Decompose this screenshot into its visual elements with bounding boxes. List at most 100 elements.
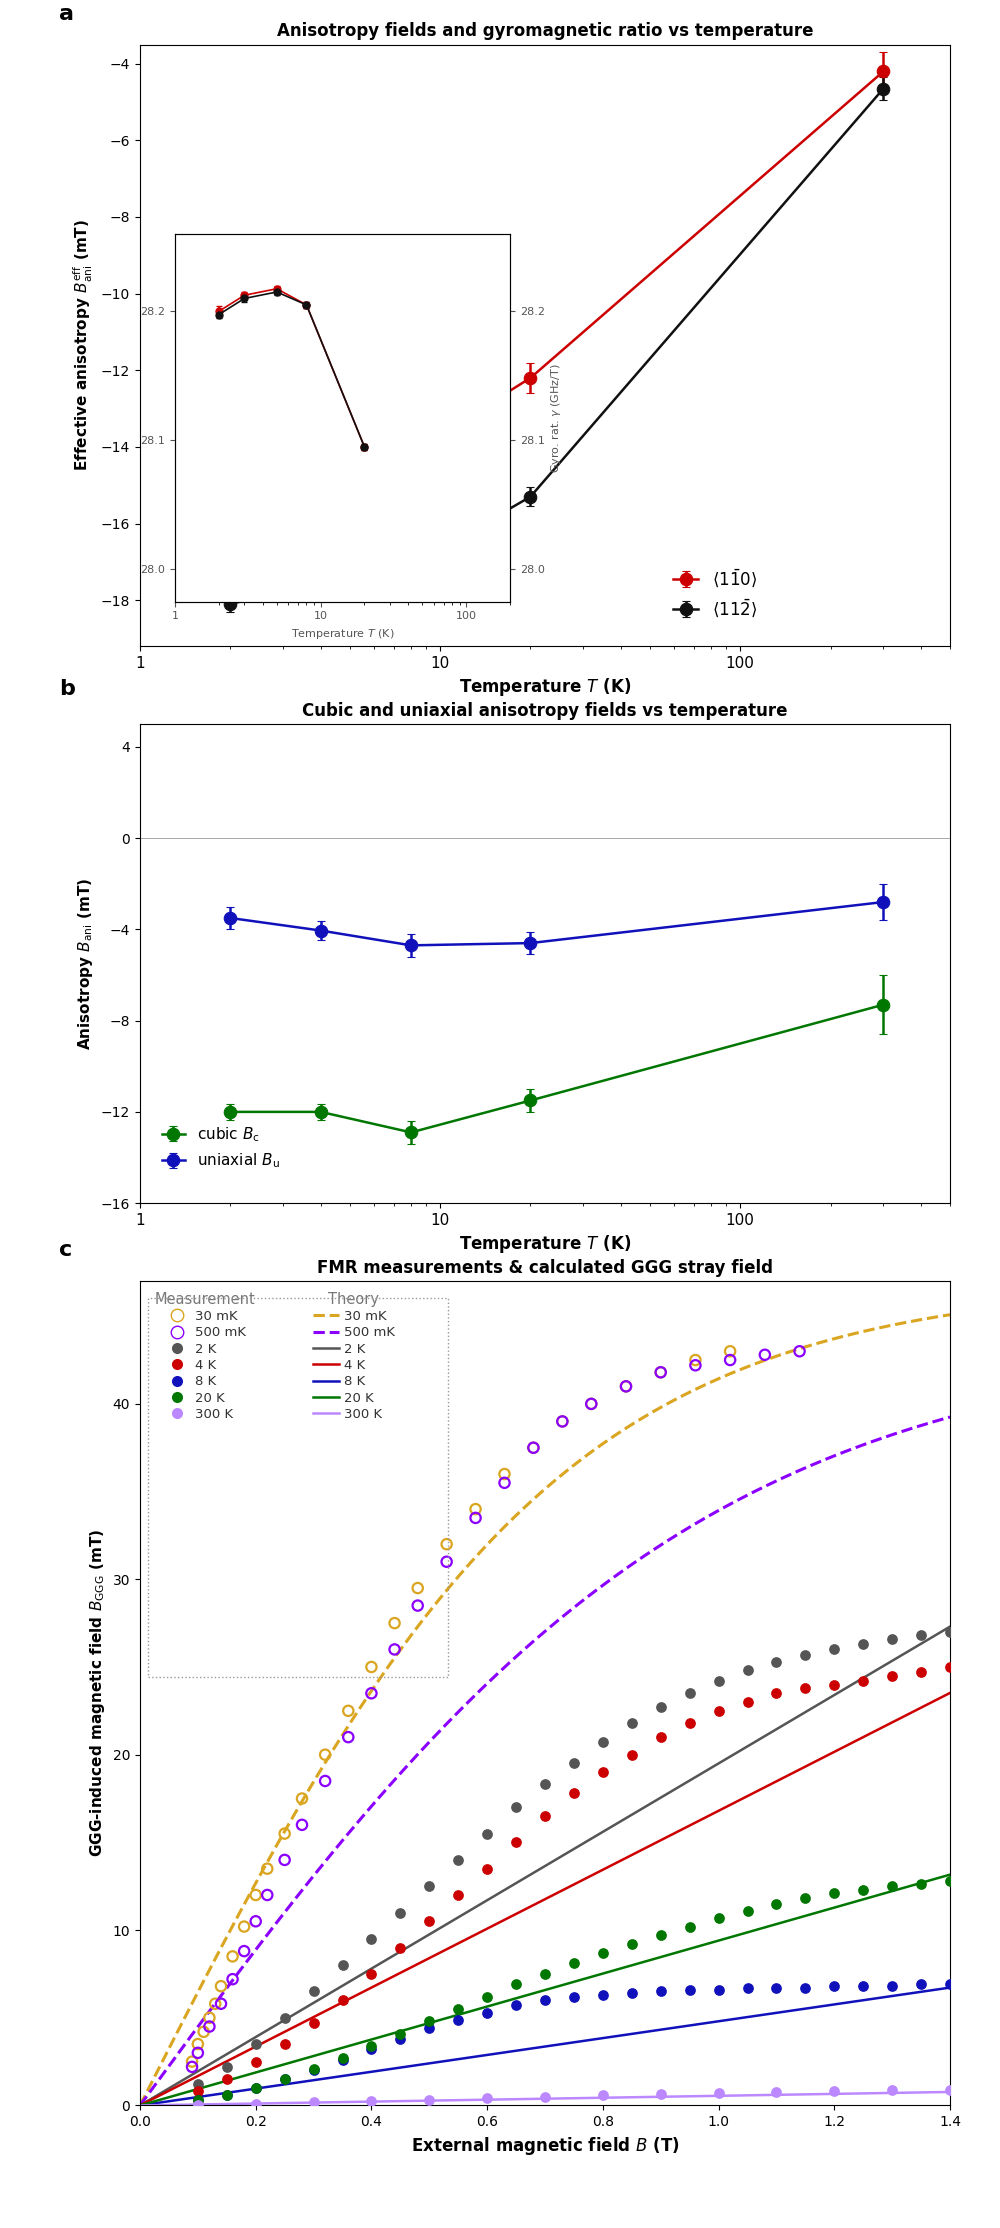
Point [624,1976,640,2012]
Point [479,1978,495,2014]
Point [508,1967,524,2003]
Point [190,2034,206,2070]
Point [479,2081,495,2117]
Legend: 30 mK, 500 mK, 2 K, 4 K, 8 K, 20 K, 300 K: 30 mK, 500 mK, 2 K, 4 K, 8 K, 20 K, 300 … [313,1292,395,1421]
Point [913,1867,929,1903]
Point [797,1671,813,1707]
Title: Anisotropy fields and gyromagnetic ratio vs temperature: Anisotropy fields and gyromagnetic ratio… [277,22,813,40]
Point [913,1618,929,1653]
Point [340,1720,356,1756]
X-axis label: External magnetic field $B$ (T): External magnetic field $B$ (T) [411,2134,679,2157]
Point [740,1653,756,1689]
Point [797,1638,813,1673]
Y-axis label: Gyro. rat. $\gamma$ (GHz/T): Gyro. rat. $\gamma$ (GHz/T) [549,363,563,472]
Point [653,2076,669,2112]
Point [363,2032,379,2068]
Point [421,1903,437,1938]
Point [421,2081,437,2117]
Title: FMR measurements & calculated GGG stray field: FMR measurements & calculated GGG stray … [317,1259,773,1277]
Point [855,1872,871,1907]
Point [768,2074,784,2110]
Point [450,1878,466,1914]
Point [277,2061,293,2097]
Point [392,2016,408,2052]
Point [525,1430,541,1466]
Point [410,1571,426,1606]
Point [497,1466,513,1502]
Point [387,1631,403,1667]
Point [468,1499,484,1535]
Point [682,1675,698,1711]
Legend: $\langle 1\bar{1}0\rangle$, $\langle 11\bar{2}\rangle$: $\langle 1\bar{1}0\rangle$, $\langle 11\… [667,561,763,626]
Point [537,1798,553,1834]
Point [740,1894,756,1929]
Point [248,2043,264,2079]
Point [387,1606,403,1642]
Point [942,1863,958,1898]
Point [277,2061,293,2097]
Point [213,1967,229,2003]
Point [190,2083,206,2119]
Point [682,1704,698,1740]
Point [190,2088,206,2123]
Point [363,1956,379,1992]
Point [711,1693,727,1729]
Point [363,2083,379,2119]
Point [306,2005,322,2041]
Point [439,1544,455,1580]
Point [768,1970,784,2005]
Point [225,1938,241,1974]
Point [334,1983,351,2019]
Point [421,2003,437,2039]
Point [248,1903,264,1938]
X-axis label: Temperature $T$ (K): Temperature $T$ (K) [459,1234,631,1254]
Point [340,1693,356,1729]
Point [479,1994,495,2030]
Point [410,1589,426,1624]
Point [624,1704,640,1740]
Point [884,1622,900,1658]
Point [334,1947,351,1983]
Point [826,1667,842,1702]
Point [439,1526,455,1562]
Point [566,1745,582,1780]
Point [722,1341,738,1377]
Point [768,1644,784,1680]
Point [682,1909,698,1945]
Point [219,2061,235,2097]
Point [942,1967,958,2003]
Point [259,1851,275,1887]
Point [184,2050,200,2085]
Point [826,2072,842,2108]
Point [537,2079,553,2114]
Point [913,1655,929,1691]
Point [450,1843,466,1878]
Point [497,1457,513,1493]
Point [248,2025,264,2061]
Point [225,1961,241,1996]
Point [392,1894,408,1929]
Point [942,2072,958,2108]
Point [190,2074,206,2110]
Point [884,1658,900,1693]
Point [942,1613,958,1649]
Point [942,1649,958,1684]
Point [797,1880,813,1916]
Point [294,1807,310,1843]
Point [450,2001,466,2036]
Point [913,1967,929,2003]
Point [201,2010,217,2045]
Point [306,2052,322,2088]
Point [826,1967,842,2003]
Point [653,1355,669,1390]
Point [554,1404,570,1439]
Point [363,1675,379,1711]
Point [711,1972,727,2007]
Point [740,1970,756,2005]
Point [768,1675,784,1711]
Point [525,1430,541,1466]
Point [334,2043,351,2079]
Point [196,2014,212,2050]
Point [537,1983,553,2019]
Point [566,1945,582,1981]
